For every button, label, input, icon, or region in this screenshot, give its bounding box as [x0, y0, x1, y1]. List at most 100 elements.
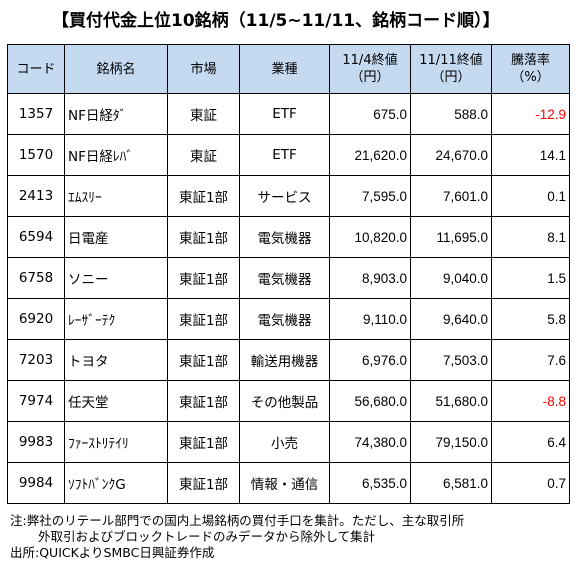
footnote-line-1: 注:弊社のリテール部門での国内上場銘柄の買付手口を集計。ただし、主な取引所: [10, 513, 465, 528]
cell-code: 6594: [7, 216, 65, 258]
cell-price-1: 56,680.0: [329, 380, 411, 422]
header-change-line1: 騰落率: [510, 53, 550, 68]
cell-price-2: 9,040.0: [410, 257, 492, 299]
cell-market: 東証1部: [167, 175, 240, 217]
cell-price-2: 588.0: [410, 93, 492, 135]
cell-industry: 輸送用機器: [239, 339, 330, 381]
cell-stock-name: ｴﾑｽﾘｰ: [64, 175, 168, 217]
cell-market: 東証: [167, 93, 240, 135]
cell-change: 0.7: [491, 462, 570, 504]
cell-price-1: 6,535.0: [329, 462, 411, 504]
header-change-line2: （%）: [511, 70, 550, 85]
cell-stock-name: NF日経ﾚﾊﾞ: [64, 134, 168, 176]
cell-change: 7.6: [491, 339, 570, 381]
header-price-2-line2: （円）: [431, 70, 471, 85]
table-row: 7203 トヨタ 東証1部 輸送用機器 6,976.0 7,503.0 7.6: [7, 339, 570, 381]
cell-market: 東証1部: [167, 298, 240, 340]
table-header-row: コード 銘柄名 市場 業種 11/4終値 （円） 11/11終値 （円） 騰落率…: [7, 44, 570, 94]
ranking-table: コード 銘柄名 市場 業種 11/4終値 （円） 11/11終値 （円） 騰落率…: [7, 44, 570, 504]
table-row: 7974 任天堂 東証1部 その他製品 56,680.0 51,680.0 -8.8: [7, 380, 570, 422]
cell-market: 東証1部: [167, 216, 240, 258]
page-title: 【買付代金上位10銘柄（11/5~11/11、銘柄コード順）】: [52, 11, 500, 31]
cell-price-2: 11,695.0: [410, 216, 492, 258]
cell-price-1: 6,976.0: [329, 339, 411, 381]
footnote-line-2: 外取引およびブロックトレードのみデータから除外して集計: [38, 529, 376, 544]
cell-price-1: 9,110.0: [329, 298, 411, 340]
cell-code: 7203: [7, 339, 65, 381]
header-price-1-line1: 11/4終値: [342, 53, 398, 68]
cell-change: 14.1: [491, 134, 570, 176]
cell-market: 東証1部: [167, 421, 240, 463]
table-row: 9984 ｿﾌﾄﾊﾞﾝｸG 東証1部 情報・通信 6,535.0 6,581.0 0.7: [7, 462, 570, 504]
cell-industry: ETF: [239, 93, 330, 135]
cell-code: 6758: [7, 257, 65, 299]
cell-code: 9983: [7, 421, 65, 463]
header-price-1-line2: （円）: [350, 70, 390, 85]
cell-change: -8.8: [491, 380, 570, 422]
cell-industry: 情報・通信: [239, 462, 330, 504]
table-row: 9983 ﾌｧｰｽﾄﾘﾃｲﾘ 東証1部 小売 74,380.0 79,150.0 6.4: [7, 421, 570, 463]
cell-stock-name: ソニー: [64, 257, 168, 299]
cell-price-2: 6,581.0: [410, 462, 492, 504]
cell-change: -12.9: [491, 93, 570, 135]
cell-stock-name: ｿﾌﾄﾊﾞﾝｸG: [64, 462, 168, 504]
cell-price-1: 10,820.0: [329, 216, 411, 258]
header-price-2-line1: 11/11終値: [419, 53, 483, 68]
cell-price-1: 21,620.0: [329, 134, 411, 176]
cell-market: 東証1部: [167, 462, 240, 504]
cell-stock-name: 任天堂: [64, 380, 168, 422]
cell-industry: 電気機器: [239, 298, 330, 340]
cell-industry: サービス: [239, 175, 330, 217]
cell-stock-name: 日電産: [64, 216, 168, 258]
cell-price-2: 51,680.0: [410, 380, 492, 422]
header-industry: 業種: [239, 44, 330, 94]
header-price-1: 11/4終値 （円）: [329, 44, 411, 94]
cell-code: 7974: [7, 380, 65, 422]
cell-stock-name: ﾚｰｻﾞｰﾃｸ: [64, 298, 168, 340]
cell-industry: 電気機器: [239, 257, 330, 299]
cell-change: 1.5: [491, 257, 570, 299]
footnotes: 注:弊社のリテール部門での国内上場銘柄の買付手口を集計。ただし、主な取引所 外取…: [10, 513, 570, 561]
table-row: 1357 NF日経ﾀﾞ 東証 ETF 675.0 588.0 -12.9: [7, 93, 570, 135]
table-row: 1570 NF日経ﾚﾊﾞ 東証 ETF 21,620.0 24,670.0 14.1: [7, 134, 570, 176]
header-code: コード: [7, 44, 65, 94]
cell-industry: 小売: [239, 421, 330, 463]
table-row: 6920 ﾚｰｻﾞｰﾃｸ 東証1部 電気機器 9,110.0 9,640.0 5.8: [7, 298, 570, 340]
source-note: 出所:QUICKよりSMBC日興証券作成: [10, 545, 215, 560]
cell-code: 2413: [7, 175, 65, 217]
cell-price-1: 8,903.0: [329, 257, 411, 299]
table-body: 1357 NF日経ﾀﾞ 東証 ETF 675.0 588.0 -12.9 1570 NF日経ﾚﾊ…: [7, 93, 570, 504]
cell-price-2: 9,640.0: [410, 298, 492, 340]
cell-stock-name: ﾌｧｰｽﾄﾘﾃｲﾘ: [64, 421, 168, 463]
cell-code: 9984: [7, 462, 65, 504]
cell-stock-name: トヨタ: [64, 339, 168, 381]
cell-price-2: 24,670.0: [410, 134, 492, 176]
cell-price-1: 675.0: [329, 93, 411, 135]
cell-price-2: 7,601.0: [410, 175, 492, 217]
cell-price-1: 7,595.0: [329, 175, 411, 217]
table-row: 6594 日電産 東証1部 電気機器 10,820.0 11,695.0 8.1: [7, 216, 570, 258]
cell-change: 8.1: [491, 216, 570, 258]
table-row: 6758 ソニー 東証1部 電気機器 8,903.0 9,040.0 1.5: [7, 257, 570, 299]
cell-price-1: 74,380.0: [329, 421, 411, 463]
cell-market: 東証1部: [167, 339, 240, 381]
cell-price-2: 79,150.0: [410, 421, 492, 463]
cell-price-2: 7,503.0: [410, 339, 492, 381]
header-price-2: 11/11終値 （円）: [410, 44, 492, 94]
cell-market: 東証1部: [167, 257, 240, 299]
cell-code: 1570: [7, 134, 65, 176]
cell-change: 0.1: [491, 175, 570, 217]
cell-code: 6920: [7, 298, 65, 340]
cell-change: 6.4: [491, 421, 570, 463]
header-market: 市場: [167, 44, 240, 94]
cell-code: 1357: [7, 93, 65, 135]
cell-market: 東証1部: [167, 380, 240, 422]
cell-industry: その他製品: [239, 380, 330, 422]
header-name: 銘柄名: [64, 44, 168, 94]
table-row: 2413 ｴﾑｽﾘｰ 東証1部 サービス 7,595.0 7,601.0 0.1: [7, 175, 570, 217]
cell-industry: 電気機器: [239, 216, 330, 258]
cell-change: 5.8: [491, 298, 570, 340]
cell-industry: ETF: [239, 134, 330, 176]
header-change: 騰落率 （%）: [491, 44, 570, 94]
cell-market: 東証: [167, 134, 240, 176]
